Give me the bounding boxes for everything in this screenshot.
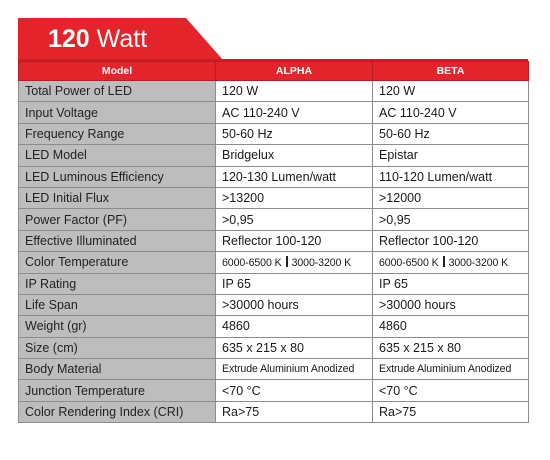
alpha-temp-a: 6000-6500 K [222, 256, 282, 269]
beta-value: Reflector 100-120 [372, 229, 529, 253]
alpha-value: 4860 [215, 315, 373, 338]
alpha-value: 50-60 Hz [215, 122, 373, 146]
table-header-row: Model ALPHA BETA [18, 61, 529, 81]
table-row: LED Initial Flux >13200 >12000 [18, 186, 529, 210]
alpha-value: <70 °C [215, 379, 373, 402]
row-label: Effective Illuminated [18, 229, 216, 253]
beta-value: 635 x 215 x 80 [372, 336, 529, 360]
beta-value: Extrude Aluminium Anodized [372, 358, 529, 381]
alpha-value: 120 W [215, 79, 373, 103]
beta-value: Epistar [372, 144, 529, 167]
row-label: Body Material [18, 358, 216, 381]
row-label: Color Temperature [18, 251, 216, 274]
row-label: Size (cm) [18, 336, 216, 360]
row-label: Frequency Range [18, 122, 216, 146]
row-label: Weight (gr) [18, 315, 216, 338]
table-row: Weight (gr) 4860 4860 [18, 315, 529, 338]
column-header-alpha: ALPHA [215, 61, 373, 81]
alpha-value: Ra>75 [215, 400, 373, 424]
alpha-value: >0,95 [215, 208, 373, 231]
beta-value: Ra>75 [372, 400, 529, 424]
beta-value: IP 65 [372, 272, 529, 295]
alpha-value: 635 x 215 x 80 [215, 336, 373, 360]
beta-value: <70 °C [372, 379, 529, 402]
beta-value: 120 W [372, 79, 529, 103]
alpha-value: Extrude Aluminium Anodized [215, 358, 373, 381]
spec-table: Model ALPHA BETA Total Power of LED 120 … [18, 61, 529, 424]
alpha-value: Reflector 100-120 [215, 229, 373, 253]
table-row: Total Power of LED 120 W 120 W [18, 79, 529, 103]
alpha-value: 120-130 Lumen/watt [215, 165, 373, 188]
table-row: LED Model Bridgelux Epistar [18, 144, 529, 167]
row-label: Color Rendering Index (CRI) [18, 400, 216, 424]
beta-value: AC 110-240 V [372, 101, 529, 124]
column-header-model: Model [18, 61, 216, 81]
row-label: LED Luminous Efficiency [18, 165, 216, 188]
table-row: Frequency Range 50-60 Hz 50-60 Hz [18, 122, 529, 146]
beta-value: >0,95 [372, 208, 529, 231]
title-tab [18, 18, 223, 60]
row-label: Power Factor (PF) [18, 208, 216, 231]
beta-value: 4860 [372, 315, 529, 338]
table-row: IP Rating IP 65 IP 65 [18, 272, 529, 295]
beta-value: 6000-6500 K 3000-3200 K [372, 251, 529, 274]
beta-temp-b: 3000-3200 K [448, 256, 509, 269]
row-label: LED Initial Flux [18, 186, 216, 210]
table-row: Color Temperature 6000-6500 K 3000-3200 K… [18, 251, 529, 274]
beta-temp-a: 6000-6500 K [379, 256, 439, 269]
row-label: Junction Temperature [18, 379, 216, 402]
row-label: IP Rating [18, 272, 216, 295]
alpha-value: >30000 hours [215, 293, 373, 317]
row-label: Input Voltage [18, 101, 216, 124]
beta-value: >12000 [372, 186, 529, 210]
table-row: Effective Illuminated Reflector 100-120 … [18, 229, 529, 253]
table-row: Size (cm) 635 x 215 x 80 635 x 215 x 80 [18, 336, 529, 360]
header-divider [18, 59, 528, 61]
alpha-value: IP 65 [215, 272, 373, 295]
beta-value: 110-120 Lumen/watt [372, 165, 529, 188]
alpha-value: >13200 [215, 186, 373, 210]
beta-value: 50-60 Hz [372, 122, 529, 146]
column-header-beta: BETA [372, 61, 529, 81]
alpha-value: Bridgelux [215, 144, 373, 167]
table-row: Color Rendering Index (CRI) Ra>75 Ra>75 [18, 400, 529, 424]
alpha-temp-b: 3000-3200 K [291, 256, 352, 269]
row-label: Total Power of LED [18, 79, 216, 103]
table-row: Life Span >30000 hours >30000 hours [18, 293, 529, 317]
separator-bar [442, 255, 445, 267]
page-title: 120 Watt [48, 18, 147, 60]
table-row: Input Voltage AC 110-240 V AC 110-240 V [18, 101, 529, 124]
title-unit: Watt [96, 25, 148, 53]
title-number: 120 [48, 25, 90, 53]
separator-bar [285, 255, 288, 267]
alpha-value: 6000-6500 K 3000-3200 K [215, 251, 373, 274]
table-row: Power Factor (PF) >0,95 >0,95 [18, 208, 529, 231]
alpha-value: AC 110-240 V [215, 101, 373, 124]
table-row: Body Material Extrude Aluminium Anodized… [18, 358, 529, 381]
row-label: LED Model [18, 144, 216, 167]
table-row: Junction Temperature <70 °C <70 °C [18, 379, 529, 402]
row-label: Life Span [18, 293, 216, 317]
beta-value: >30000 hours [372, 293, 529, 317]
table-row: LED Luminous Efficiency 120-130 Lumen/wa… [18, 165, 529, 188]
